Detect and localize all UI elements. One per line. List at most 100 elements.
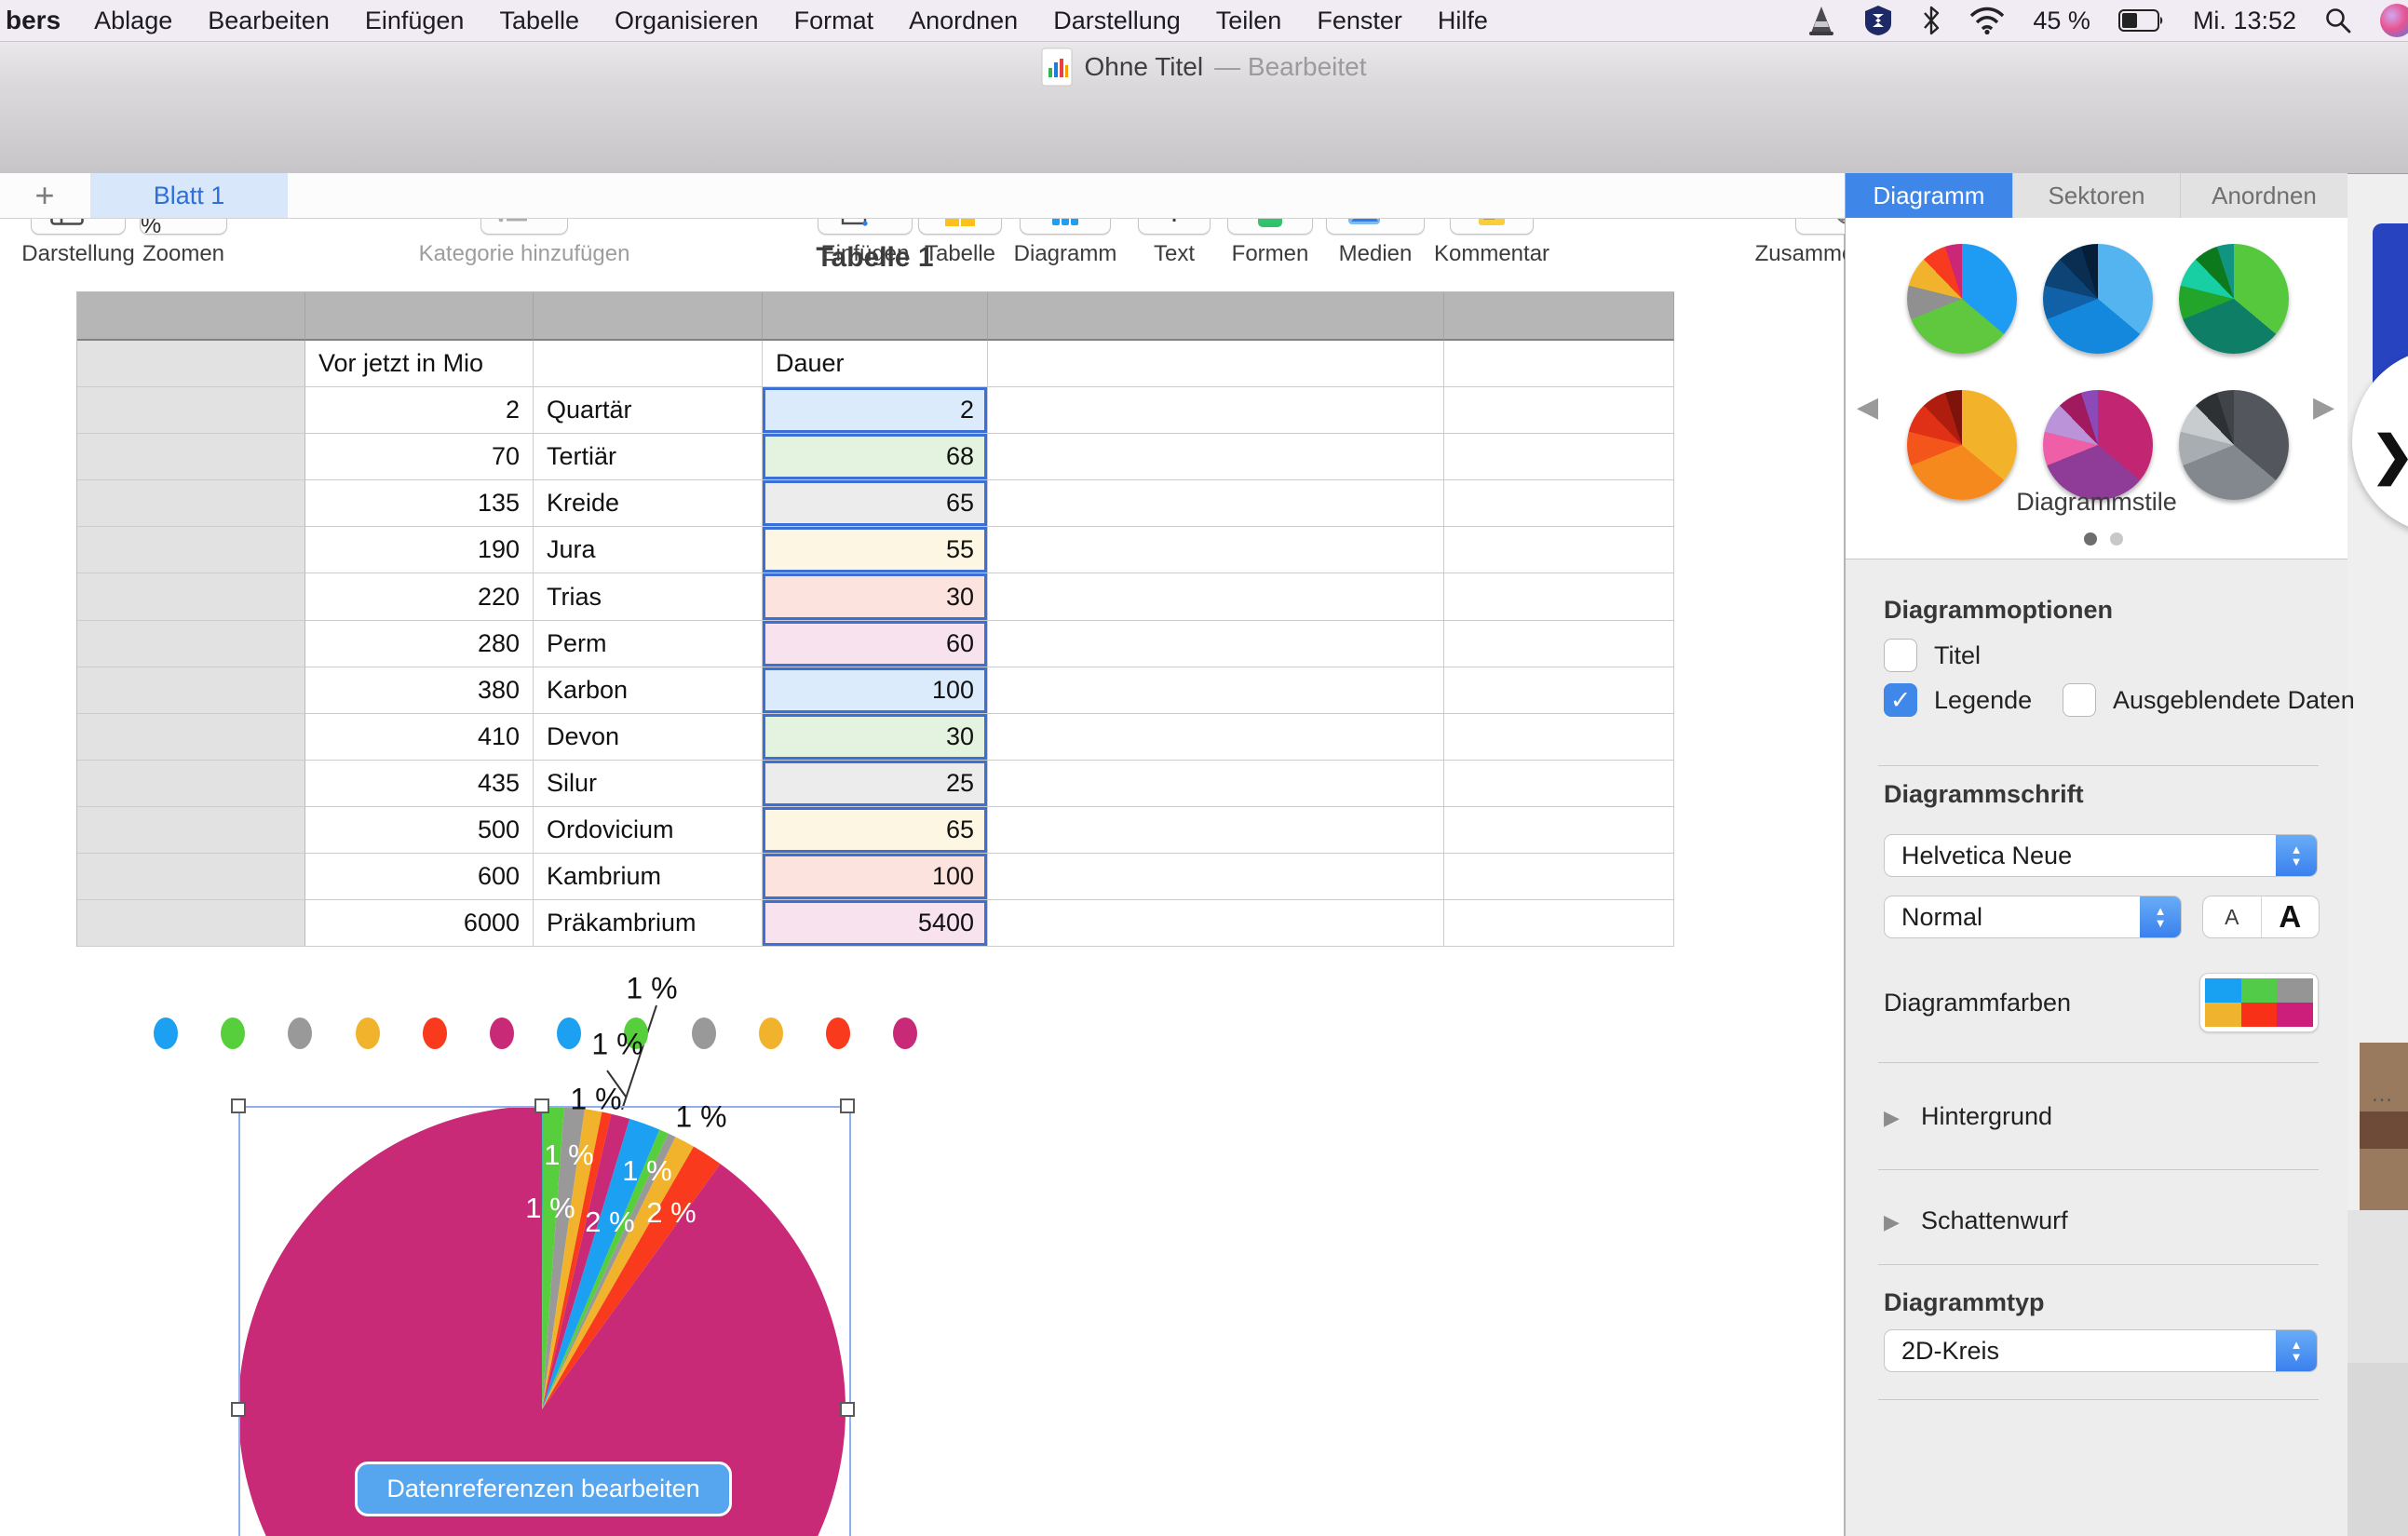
- menu-item-anordnen[interactable]: Anordnen: [909, 6, 1019, 34]
- table-cell[interactable]: [1444, 573, 1674, 621]
- disclosure-triangle[interactable]: ▶: [1884, 1106, 1900, 1129]
- chart-style-thumbnail[interactable]: [2043, 244, 2153, 354]
- cell-dauer-selected[interactable]: 65: [763, 480, 988, 528]
- menu-item-organisieren[interactable]: Organisieren: [615, 6, 759, 34]
- menu-item-bearbeiten[interactable]: Bearbeiten: [208, 6, 330, 34]
- page-dot-active[interactable]: [2084, 532, 2097, 546]
- cell-dauer-selected[interactable]: 100: [763, 667, 988, 714]
- cell-mio[interactable]: 2: [305, 387, 534, 435]
- cell-era[interactable]: Jura: [534, 527, 763, 574]
- cell-dauer-selected[interactable]: 55: [763, 527, 988, 574]
- table-cell[interactable]: [1444, 341, 1674, 388]
- table-cell[interactable]: [77, 667, 305, 714]
- table-cell[interactable]: [988, 480, 1444, 528]
- menu-item-einfügen[interactable]: Einfügen: [364, 6, 465, 34]
- stepper-icon[interactable]: ▲ ▼: [2276, 835, 2317, 876]
- legend-dot[interactable]: [490, 1017, 514, 1049]
- table-cell[interactable]: [988, 620, 1444, 667]
- cell-mio[interactable]: 190: [305, 527, 534, 574]
- shield-icon[interactable]: [1863, 5, 1893, 36]
- table-cell[interactable]: [77, 900, 305, 948]
- cell-dauer-selected[interactable]: 65: [763, 806, 988, 855]
- background-section-label[interactable]: Hintergrund: [1921, 1102, 2053, 1130]
- legend-dot[interactable]: [624, 1017, 649, 1049]
- cell-dauer-selected[interactable]: 25: [763, 760, 988, 807]
- table-cell[interactable]: [988, 527, 1444, 574]
- selection-handle-top-left[interactable]: [231, 1098, 246, 1113]
- app-menu-partial[interactable]: bers: [6, 6, 61, 34]
- table-cell[interactable]: [305, 292, 534, 341]
- siri-icon[interactable]: [2380, 4, 2408, 37]
- table-cell[interactable]: [1444, 620, 1674, 667]
- selection-handle-mid-right[interactable]: [840, 1402, 855, 1417]
- table-cell[interactable]: [988, 292, 1444, 341]
- selection-handle-top-mid[interactable]: [534, 1098, 549, 1113]
- cell-dauer-selected[interactable]: 60: [763, 620, 988, 667]
- cell-mio[interactable]: 220: [305, 573, 534, 621]
- table-cell[interactable]: [1444, 434, 1674, 481]
- cell-mio[interactable]: 500: [305, 806, 534, 855]
- legend-checkbox[interactable]: ✓: [1884, 683, 1917, 717]
- table-cell[interactable]: [1444, 292, 1674, 341]
- table-cell[interactable]: [77, 713, 305, 761]
- table-cell[interactable]: [77, 292, 305, 341]
- cell-mio[interactable]: 380: [305, 667, 534, 714]
- tab-diagramm[interactable]: Diagramm: [1846, 173, 2013, 218]
- table-cell[interactable]: [77, 620, 305, 667]
- stepper-icon[interactable]: ▲ ▼: [2140, 896, 2181, 937]
- table-cell[interactable]: [1444, 527, 1674, 574]
- bluetooth-icon[interactable]: [1921, 5, 1941, 36]
- cell-era[interactable]: Quartär: [534, 387, 763, 435]
- title-checkbox-label[interactable]: Titel: [1934, 641, 1982, 669]
- legend-dot[interactable]: [154, 1017, 178, 1049]
- increase-font-button[interactable]: A: [2279, 899, 2302, 934]
- table-cell[interactable]: [77, 760, 305, 807]
- table-cell[interactable]: [988, 667, 1444, 714]
- cell-mio[interactable]: 6000: [305, 900, 534, 948]
- table-cell[interactable]: [77, 854, 305, 901]
- legend-dot[interactable]: [288, 1017, 313, 1049]
- chart-style-thumbnail[interactable]: [2179, 244, 2289, 354]
- font-style-dropdown[interactable]: Normal ▲ ▼: [1884, 896, 2182, 938]
- add-sheet-button[interactable]: +: [34, 176, 55, 214]
- cell-mio[interactable]: 435: [305, 760, 534, 807]
- table-cell[interactable]: [77, 341, 305, 388]
- cell-era[interactable]: Tertiär: [534, 434, 763, 481]
- font-family-dropdown[interactable]: Helvetica Neue ▲ ▼: [1884, 834, 2318, 877]
- cone-icon[interactable]: [1807, 5, 1835, 36]
- chart-style-thumbnail[interactable]: [2043, 390, 2153, 500]
- disclosure-triangle[interactable]: ▶: [1884, 1210, 1900, 1233]
- table-cell[interactable]: [77, 480, 305, 528]
- table-cell[interactable]: [534, 292, 763, 341]
- menu-item-tabelle[interactable]: Tabelle: [499, 6, 579, 34]
- cell-mio[interactable]: 600: [305, 854, 534, 901]
- cell-dauer-selected[interactable]: 100: [763, 854, 988, 901]
- decrease-font-button[interactable]: A: [2203, 896, 2262, 937]
- selection-handle-top-right[interactable]: [840, 1098, 855, 1113]
- table-cell[interactable]: [1444, 713, 1674, 761]
- menu-item-darstellung[interactable]: Darstellung: [1053, 6, 1181, 34]
- cell-dauer-selected[interactable]: 30: [763, 573, 988, 621]
- data-table[interactable]: Vor jetzt in Mio Dauer 2 Quartär 2 70 Tertiär 6…: [76, 291, 1674, 948]
- search-icon[interactable]: [2324, 7, 2352, 34]
- table-cell[interactable]: [988, 760, 1444, 807]
- legend-dot[interactable]: [691, 1017, 716, 1049]
- table-cell[interactable]: [1444, 854, 1674, 901]
- col-header-mio[interactable]: Vor jetzt in Mio: [305, 341, 534, 388]
- legend-dot[interactable]: [893, 1017, 918, 1049]
- table-cell[interactable]: [763, 292, 988, 341]
- table-cell[interactable]: [77, 573, 305, 621]
- cell-era[interactable]: Perm: [534, 620, 763, 667]
- menu-item-fenster[interactable]: Fenster: [1317, 6, 1402, 34]
- table-cell[interactable]: [988, 713, 1444, 761]
- table-cell[interactable]: [988, 900, 1444, 948]
- cell-dauer-selected[interactable]: 30: [763, 713, 988, 761]
- legend-dot[interactable]: [758, 1017, 783, 1049]
- cell-era[interactable]: Ordovicium: [534, 806, 763, 855]
- hidden-data-checkbox-label[interactable]: Ausgeblendete Daten: [2113, 686, 2355, 714]
- legend-dot[interactable]: [355, 1017, 380, 1049]
- sheet-tab-blatt1[interactable]: Blatt 1: [90, 173, 288, 218]
- table-title[interactable]: Tabelle 1: [816, 242, 934, 273]
- selection-handle-mid-left[interactable]: [231, 1402, 246, 1417]
- cell-era[interactable]: Devon: [534, 713, 763, 761]
